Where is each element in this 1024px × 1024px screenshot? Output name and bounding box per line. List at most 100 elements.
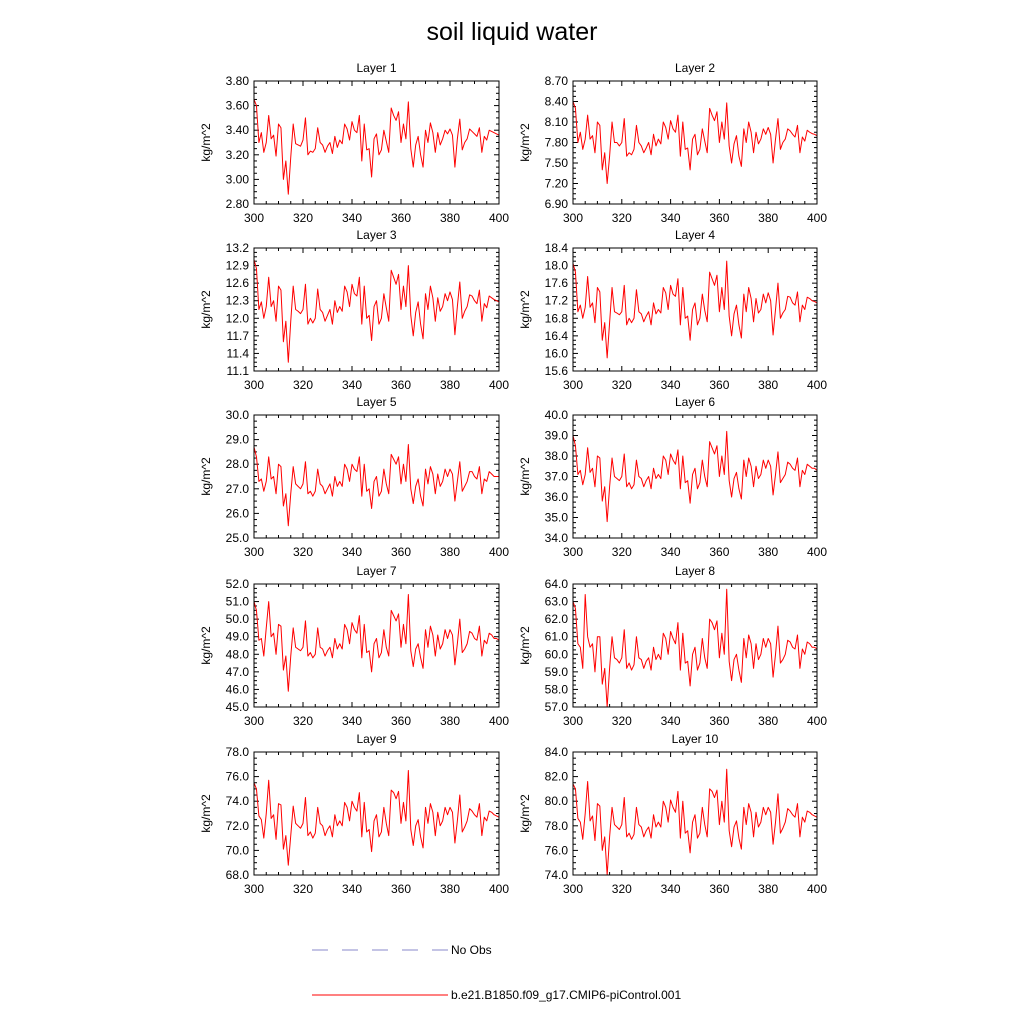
x-tick-label: 400 [807,882,827,896]
y-tick-label: 2.80 [226,197,250,211]
x-tick-label: 300 [244,714,264,728]
x-tick-label: 380 [440,378,460,392]
plot-frame [253,80,500,205]
y-tick-label: 3.80 [226,74,250,88]
y-tick-label: 74.0 [545,868,569,882]
legend-obs-label: No Obs [451,943,492,957]
series-line-layer-10 [572,768,818,876]
y-tick-label: 58.0 [545,682,569,696]
y-tick-label: 8.40 [545,95,569,109]
y-tick-label: 50.0 [226,612,250,626]
y-tick-label: 17.2 [545,294,569,308]
plot-frame [253,751,500,876]
y-tick-label: 78.0 [226,745,250,759]
y-tick-label: 3.40 [226,123,250,137]
y-tick-label: 45.0 [226,700,250,714]
x-tick-label: 340 [342,545,362,559]
y-axis-label: kg/m^2 [199,457,213,496]
series-line-layer-4 [572,260,818,359]
panel-title: Layer 8 [675,564,715,578]
y-tick-label: 12.9 [226,259,250,273]
y-tick-label: 35.0 [545,511,569,525]
x-tick-label: 360 [391,882,411,896]
x-tick-label: 340 [342,714,362,728]
chart-title: soil liquid water [427,18,598,46]
x-tick-label: 300 [244,545,264,559]
panel-title: Layer 2 [675,61,715,75]
series-line-layer-8 [572,588,818,708]
x-tick-label: 340 [661,545,681,559]
panel-title: Layer 5 [356,395,396,409]
y-tick-label: 51.0 [226,595,250,609]
x-tick-label: 300 [563,714,583,728]
y-tick-label: 70.0 [226,843,250,857]
x-tick-label: 400 [807,211,827,225]
series-line-layer-9 [253,769,500,866]
y-tick-label: 76.0 [226,770,250,784]
x-tick-label: 340 [342,211,362,225]
y-tick-label: 11.1 [227,364,250,378]
panel-title: Layer 1 [356,61,396,75]
y-tick-label: 30.0 [226,408,250,422]
x-tick-label: 320 [293,378,313,392]
panel-layer-4: Layer 4 kg/m^2 300 320 340 360 380 400 15.6 16.0 1… [518,228,827,392]
y-tick-label: 61.0 [545,630,569,644]
x-tick-label: 400 [489,714,509,728]
y-tick-label: 72.0 [226,819,250,833]
x-tick-label: 400 [489,211,509,225]
plot-frame [572,751,818,876]
x-tick-label: 320 [293,882,313,896]
y-tick-label: 16.8 [545,311,569,325]
x-tick-label: 380 [758,211,778,225]
y-tick-label: 11.7 [227,329,250,343]
y-tick-label: 16.0 [545,346,569,360]
panel-title: Layer 6 [675,395,715,409]
ticks [253,247,500,372]
x-tick-label: 320 [612,545,632,559]
panel-layer-9: Layer 9 kg/m^2 300 320 340 360 380 400 68.0 70.0 7… [199,732,509,896]
y-tick-label: 12.6 [226,276,250,290]
y-tick-label: 18.0 [545,259,569,273]
x-tick-label: 380 [758,378,778,392]
panel-title: Layer 4 [675,228,715,242]
y-tick-label: 78.0 [545,819,569,833]
y-tick-label: 7.80 [545,136,569,150]
ticks [572,751,818,876]
x-tick-label: 380 [758,882,778,896]
x-tick-label: 400 [489,882,509,896]
y-tick-label: 7.20 [545,177,569,191]
x-tick-label: 320 [293,545,313,559]
y-tick-label: 60.0 [545,647,569,661]
y-tick-label: 40.0 [545,408,569,422]
series-line-layer-2 [572,101,818,184]
y-tick-label: 49.0 [226,630,250,644]
x-tick-label: 360 [709,714,729,728]
x-tick-label: 300 [563,211,583,225]
y-tick-label: 25.0 [226,531,250,545]
series-line-layer-1 [253,99,500,195]
y-axis-label: kg/m^2 [199,794,213,833]
y-tick-label: 74.0 [226,794,250,808]
x-tick-label: 360 [391,378,411,392]
y-tick-label: 26.0 [226,506,250,520]
y-tick-label: 15.6 [545,364,569,378]
y-axis-label: kg/m^2 [518,457,532,496]
panel-layer-5: Layer 5 kg/m^2 300 320 340 360 380 400 25.0 26.0 2… [199,395,509,559]
y-tick-label: 3.60 [226,99,250,113]
y-tick-label: 80.0 [545,794,569,808]
x-tick-label: 300 [563,545,583,559]
series-line-layer-7 [253,594,500,692]
x-tick-label: 340 [342,378,362,392]
x-tick-label: 380 [440,714,460,728]
plot-frame [253,414,500,539]
x-tick-label: 360 [709,545,729,559]
y-tick-label: 18.4 [545,241,569,255]
x-tick-label: 300 [244,882,264,896]
panel-title: Layer 9 [356,732,396,746]
y-axis-label: kg/m^2 [199,290,213,329]
ticks [572,583,818,708]
panel-layer-8: Layer 8 kg/m^2 300 320 340 360 380 400 57.0 58.0 5… [518,564,827,728]
x-tick-label: 380 [440,882,460,896]
ticks [253,583,500,708]
x-tick-label: 300 [244,378,264,392]
